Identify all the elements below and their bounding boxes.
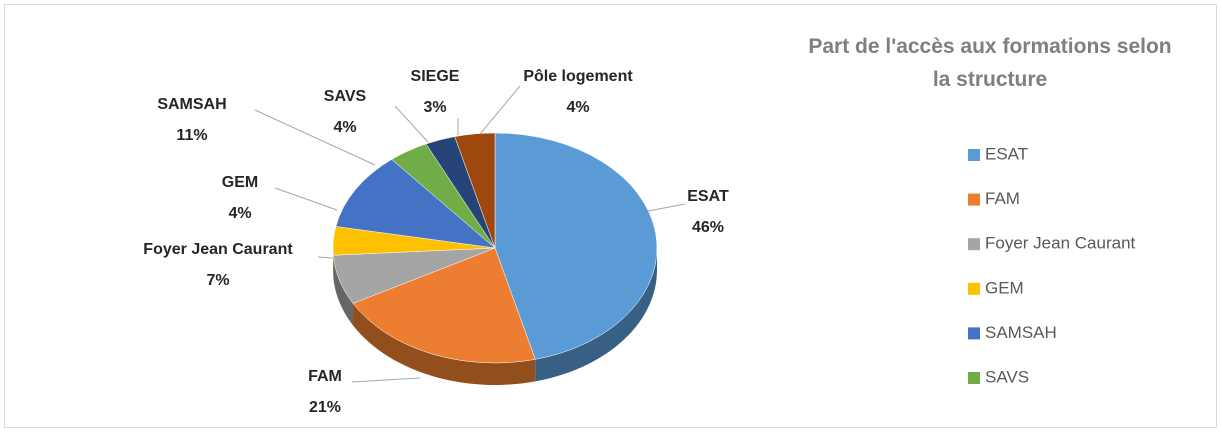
legend-label: GEM <box>985 278 1024 297</box>
legend-swatch <box>968 282 980 295</box>
legend-swatch <box>968 327 980 340</box>
legend-label: FAM <box>985 189 1020 208</box>
data-label: 46% <box>692 219 724 236</box>
legend-swatch <box>968 238 980 251</box>
leader-line <box>351 377 421 383</box>
data-label-name: SAMSAH <box>157 96 226 113</box>
data-label-name: FAM <box>308 368 342 385</box>
leader-line <box>394 105 429 143</box>
data-label-name: ESAT <box>687 188 729 205</box>
data-label-name: SAVS <box>324 88 367 105</box>
slice <box>494 132 658 360</box>
chart-title: Part de l'accès aux formations selon la … <box>808 35 1172 91</box>
legend-label: SAVS <box>985 367 1029 386</box>
slice <box>454 132 496 249</box>
data-label: 4% <box>333 119 356 136</box>
leader-line <box>479 85 521 135</box>
legend-swatch <box>968 149 980 161</box>
slice-side <box>535 248 657 382</box>
leader-line <box>647 203 686 212</box>
slice-side <box>353 303 536 385</box>
leader-line <box>274 187 338 211</box>
data-label: 3% <box>423 99 446 116</box>
data-label-name: Pôle logement <box>523 68 633 85</box>
slice <box>352 247 536 364</box>
slice <box>335 159 496 249</box>
legend-label: ESAT <box>985 144 1028 163</box>
data-label-name: GEM <box>222 174 258 191</box>
legend-swatch <box>968 193 980 206</box>
legend-label: SAMSAH <box>985 323 1057 342</box>
data-label: 11% <box>176 127 207 144</box>
data-label: 4% <box>228 205 251 222</box>
leader-line <box>317 256 334 259</box>
data-label: 7% <box>206 272 229 289</box>
leader-line <box>254 109 376 166</box>
data-label: 4% <box>566 99 589 116</box>
legend-swatch <box>968 372 980 384</box>
data-label-name: SIEGE <box>411 68 460 85</box>
slice-side <box>333 255 354 326</box>
legend-label: Foyer Jean Caurant <box>985 234 1136 253</box>
data-label-name: Foyer Jean Caurant <box>143 241 293 258</box>
data-label: 21% <box>309 399 341 416</box>
